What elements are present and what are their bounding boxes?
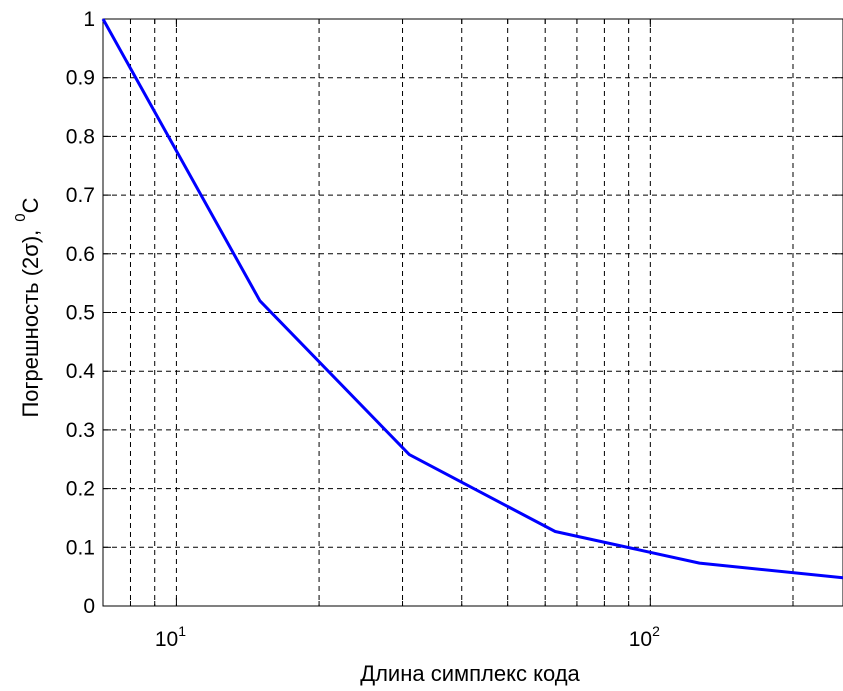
y-tick-label: 0 — [83, 595, 95, 618]
y-axis-label-main: Погрешность (2σ), — [18, 230, 43, 418]
x-axis-label: Длина симплекс кода — [360, 661, 580, 686]
x-tick-base: 10 — [629, 628, 652, 651]
y-axis-label: Погрешность (2σ), 0C — [12, 197, 43, 417]
x-tick-base: 10 — [155, 628, 178, 651]
tick-marks — [102, 18, 843, 607]
x-tick-exponent: 1 — [178, 623, 186, 639]
x-tick-label: 102 — [629, 623, 660, 651]
y-tick-label: 0.2 — [66, 478, 95, 501]
grid-lines — [102, 18, 843, 607]
y-tick-label: 0.7 — [66, 184, 95, 207]
x-tick-exponent: 2 — [652, 623, 660, 639]
series-layer — [101, 18, 843, 580]
y-tick-label: 0.8 — [66, 125, 95, 148]
y-tick-label: 0.5 — [66, 302, 95, 325]
y-tick-label: 0.9 — [66, 67, 95, 90]
series-line — [101, 18, 843, 580]
y-tick-label: 0.1 — [66, 536, 95, 559]
y-tick-label: 1 — [83, 8, 95, 31]
y-axis-unit-superscript: 0 — [12, 213, 29, 221]
y-tick-label: 0.6 — [66, 243, 95, 266]
y-tick-label: 0.3 — [66, 419, 95, 442]
y-tick-label: 0.4 — [66, 360, 96, 383]
y-axis-unit: C — [18, 197, 43, 213]
x-tick-label: 101 — [155, 623, 186, 651]
